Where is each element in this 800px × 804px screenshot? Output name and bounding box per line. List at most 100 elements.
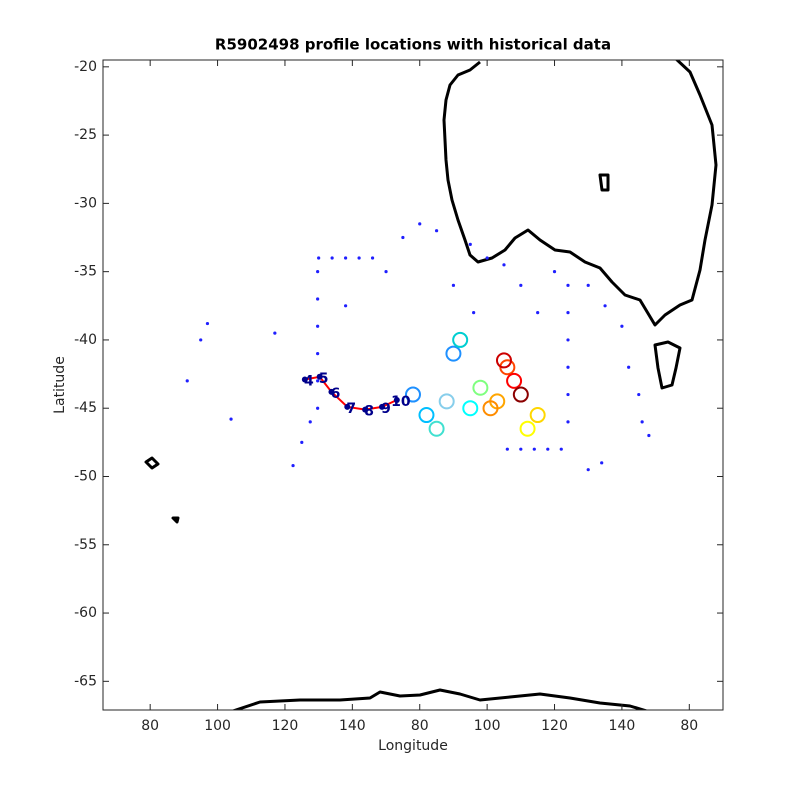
historical-point: [505, 447, 509, 451]
y-axis-label: Latitude: [52, 356, 68, 414]
x-tick-label: 100: [474, 718, 501, 734]
historical-point: [205, 321, 210, 326]
profile-label: 10: [391, 394, 411, 410]
historical-point: [273, 331, 277, 335]
historical-point: [647, 433, 651, 438]
historical-point: [566, 392, 570, 397]
y-tick-label: -60: [74, 605, 97, 621]
historical-point: [552, 270, 557, 274]
x-tick-label: 80: [411, 718, 429, 734]
historical-point: [418, 222, 422, 226]
historical-point: [620, 324, 624, 328]
y-tick-label: -35: [74, 264, 97, 280]
x-tick-label: 80: [680, 718, 698, 734]
historical-point: [468, 242, 472, 246]
historical-point: [316, 270, 320, 274]
historical-point: [640, 420, 644, 424]
nearby-point: [438, 393, 455, 410]
historical-point: [566, 283, 570, 287]
profile-label: 6: [331, 386, 341, 402]
nearby-point: [529, 407, 546, 424]
y-tick-label: -50: [74, 468, 97, 484]
antarctica-coast: [231, 688, 649, 710]
y-tick-label: -20: [74, 59, 97, 75]
profile-label: 4: [304, 374, 314, 390]
x-tick-label: 120: [272, 718, 299, 734]
x-tick-label: 100: [204, 718, 231, 734]
profile-label: 8: [364, 404, 374, 420]
historical-point: [229, 417, 233, 421]
nearby-point: [482, 400, 499, 417]
y-tick-label: -55: [74, 537, 97, 553]
nearby-point: [519, 420, 536, 437]
nearby-point: [452, 331, 469, 348]
historical-point: [434, 229, 439, 233]
historical-point: [546, 447, 550, 451]
historical-point: [317, 256, 321, 260]
profile-point: [301, 376, 308, 383]
historical-point: [330, 256, 334, 260]
historical-point: [586, 468, 590, 472]
x-tick-label: 140: [609, 718, 636, 734]
x-tick-label: 120: [541, 718, 568, 734]
historical-point: [472, 311, 476, 315]
nearby-point: [472, 379, 489, 396]
historical-point: [519, 283, 523, 287]
historical-point: [637, 392, 641, 397]
x-axis-label: Longitude: [378, 738, 448, 754]
x-tick-label: 80: [141, 718, 159, 734]
historical-point: [566, 311, 570, 315]
historical-point: [185, 379, 189, 383]
historical-point: [316, 324, 320, 328]
nearby-point: [512, 386, 529, 403]
island-coast: [144, 456, 160, 470]
historical-point: [566, 420, 570, 424]
y-tick-label: -30: [74, 195, 97, 211]
historical-point: [600, 461, 604, 465]
historical-point: [485, 256, 489, 260]
historical-point: [627, 365, 631, 369]
profile-label: 9: [381, 401, 391, 417]
historical-point: [401, 235, 405, 240]
y-tick-label: -65: [74, 673, 97, 689]
nearby-point: [418, 407, 435, 424]
y-tick-label: -40: [74, 332, 97, 348]
historical-point: [316, 297, 320, 301]
historical-point: [566, 365, 570, 369]
historical-point: [316, 406, 320, 410]
coastlines: [144, 60, 718, 710]
nearby-point: [428, 420, 445, 437]
nearby-point: [495, 352, 512, 369]
chart-title: R5902498 profile locations with historic…: [215, 36, 611, 54]
historical-point: [603, 304, 607, 308]
profile-point: [379, 403, 385, 410]
historical-point: [586, 283, 590, 287]
profile-point: [316, 373, 323, 380]
historical-point: [291, 463, 295, 468]
y-tick-label: -25: [74, 127, 97, 143]
historical-point: [370, 256, 375, 260]
profile-label: 5: [319, 371, 329, 387]
historical-point: [199, 338, 203, 342]
historical-point: [300, 440, 304, 444]
historical-point: [566, 338, 570, 342]
historical-point: [502, 263, 506, 267]
historical-point: [559, 447, 563, 451]
plot-frame: [102, 59, 724, 711]
historical-point: [532, 447, 536, 451]
profile-point: [344, 403, 351, 410]
nearby-point: [506, 372, 523, 389]
nearby-point: [445, 345, 462, 362]
historical-point: [308, 420, 312, 424]
historical-point: [519, 447, 523, 451]
historical-point: [344, 256, 348, 260]
profile-point: [393, 397, 400, 404]
historical-point: [536, 311, 540, 315]
historical-point: [344, 304, 348, 308]
profile-point: [362, 406, 369, 413]
island-coast: [598, 173, 610, 192]
historical-point: [384, 270, 388, 274]
island-coast: [171, 516, 180, 524]
nearby-point: [405, 386, 421, 403]
